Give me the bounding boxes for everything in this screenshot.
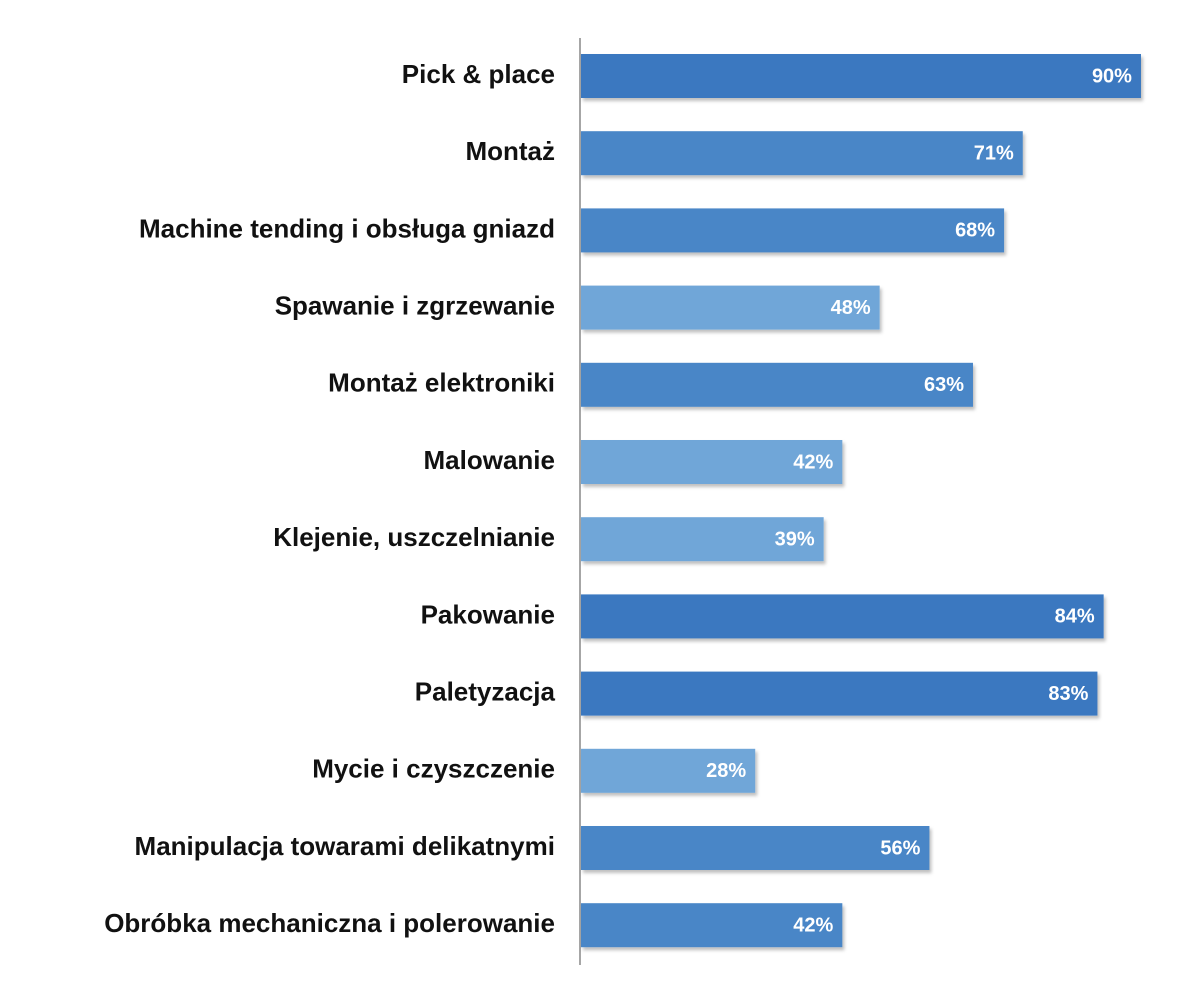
category-label: Machine tending i obsługa gniazd bbox=[139, 213, 555, 243]
bar bbox=[581, 903, 843, 948]
value-label: 71% bbox=[974, 142, 1014, 164]
bar bbox=[581, 208, 1005, 253]
value-label: 68% bbox=[955, 220, 995, 242]
category-label: Pakowanie bbox=[421, 599, 555, 629]
category-label: Paletyzacja bbox=[415, 676, 556, 706]
bar bbox=[581, 440, 843, 484]
value-label: 63% bbox=[924, 374, 964, 396]
value-label: 48% bbox=[831, 297, 871, 319]
category-label: Mycie i czyszczenie bbox=[312, 754, 555, 784]
category-label: Pick & place bbox=[402, 59, 555, 89]
value-label: 90% bbox=[1092, 65, 1132, 87]
bar bbox=[581, 826, 930, 870]
value-label: 42% bbox=[793, 451, 833, 473]
bar bbox=[581, 285, 880, 330]
bar bbox=[581, 748, 756, 793]
bar bbox=[581, 671, 1098, 716]
value-label: 56% bbox=[880, 837, 920, 859]
bar bbox=[581, 517, 824, 562]
value-label: 39% bbox=[775, 528, 815, 550]
category-label: Spawanie i zgrzewanie bbox=[275, 290, 555, 320]
category-label: Montaż bbox=[465, 136, 555, 166]
bar bbox=[581, 362, 973, 407]
category-label: Klejenie, uszczelnianie bbox=[273, 522, 555, 552]
category-label: Montaż elektroniki bbox=[328, 368, 555, 398]
value-label: 84% bbox=[1055, 606, 1095, 628]
value-label: 42% bbox=[793, 914, 833, 936]
value-label: 83% bbox=[1048, 683, 1088, 705]
category-label: Manipulacja towarami delikatnymi bbox=[135, 831, 555, 861]
bar bbox=[581, 131, 1023, 176]
value-label: 28% bbox=[706, 760, 746, 782]
bar bbox=[581, 54, 1141, 98]
bar bbox=[581, 594, 1104, 639]
category-label: Malowanie bbox=[424, 445, 555, 475]
category-label: Obróbka mechaniczna i polerowanie bbox=[104, 908, 555, 938]
